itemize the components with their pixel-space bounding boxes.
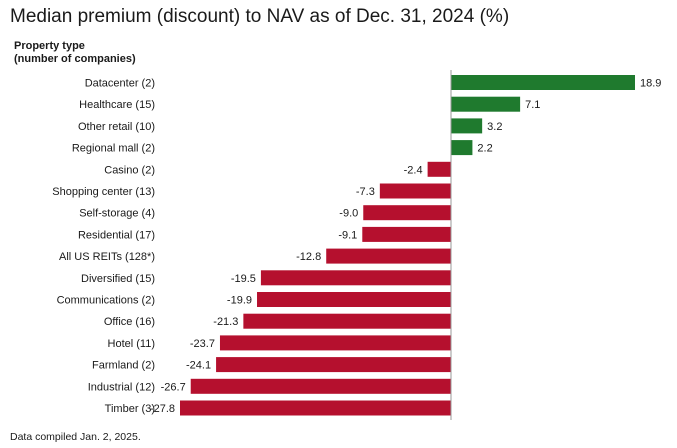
bar-other-retail-10 [451, 118, 483, 134]
bar-communications-2 [257, 292, 451, 307]
bar-healthcare-15 [451, 96, 521, 112]
bar-office-16 [243, 313, 451, 329]
bar-shopping-center-13 [379, 183, 451, 199]
bar-datacenter-2 [451, 75, 635, 90]
value-label-casino-2: -2.4 [404, 164, 423, 176]
value-label-hotel-11: -23.7 [190, 338, 215, 350]
footnote: Data compiled Jan. 2, 2025. [10, 431, 141, 443]
category-label-office-16: Office (16) [104, 316, 155, 328]
bar-timber-3 [180, 400, 451, 416]
value-label-other-retail-10: 3.2 [487, 121, 502, 133]
value-label-self-storage-4: -9.0 [339, 208, 358, 220]
category-label-farmland-2: Farmland (2) [92, 360, 155, 372]
bar-casino-2 [427, 161, 451, 177]
bar-farmland-2 [216, 357, 451, 373]
bar-self-storage-4 [363, 205, 451, 221]
value-label-shopping-center-13: -7.3 [356, 186, 375, 198]
category-label-industrial-12: Industrial (12) [88, 381, 155, 393]
column-header-line-1: Property type [14, 40, 85, 52]
category-label-timber-3: Timber (3) [105, 403, 155, 415]
chart-title: Median premium (discount) to NAV as of D… [10, 6, 510, 27]
bar-hotel-11 [219, 335, 451, 351]
column-header-line-2: (number of companies) [14, 53, 136, 65]
value-label-industrial-12: -26.7 [161, 381, 186, 393]
category-label-casino-2: Casino (2) [104, 164, 155, 176]
value-label-regional-mall-2: 2.2 [477, 143, 492, 155]
category-label-all-us-reits-128: All US REITs (128*) [59, 251, 155, 263]
value-label-timber-3: -27.8 [150, 403, 175, 415]
bar-regional-mall-2 [451, 140, 473, 156]
bar-industrial-12 [190, 378, 451, 394]
value-label-communications-2: -19.9 [227, 295, 252, 307]
category-label-residential-17: Residential (17) [78, 229, 155, 241]
value-label-healthcare-15: 7.1 [525, 99, 540, 111]
category-label-datacenter-2: Datacenter (2) [85, 78, 155, 90]
category-label-communications-2: Communications (2) [57, 295, 155, 307]
category-label-shopping-center-13: Shopping center (13) [52, 186, 155, 198]
value-label-office-16: -21.3 [213, 316, 238, 328]
category-label-diversified-15: Diversified (15) [81, 273, 155, 285]
value-label-diversified-15: -19.5 [231, 273, 256, 285]
category-label-hotel-11: Hotel (11) [108, 338, 155, 350]
value-label-all-us-reits-128: -12.8 [296, 251, 321, 263]
category-label-regional-mall-2: Regional mall (2) [72, 143, 155, 155]
value-label-residential-17: -9.1 [338, 229, 357, 241]
value-label-farmland-2: -24.1 [186, 360, 211, 372]
value-label-datacenter-2: 18.9 [640, 78, 661, 90]
bar-residential-17 [362, 226, 451, 242]
category-label-healthcare-15: Healthcare (15) [79, 99, 155, 111]
bar-all-us-reits-128 [326, 248, 451, 264]
category-label-self-storage-4: Self-storage (4) [79, 208, 155, 220]
bar-diversified-15 [260, 270, 451, 286]
category-label-other-retail-10: Other retail (10) [78, 121, 155, 133]
category-column-header: Property type (number of companies) [14, 40, 136, 66]
